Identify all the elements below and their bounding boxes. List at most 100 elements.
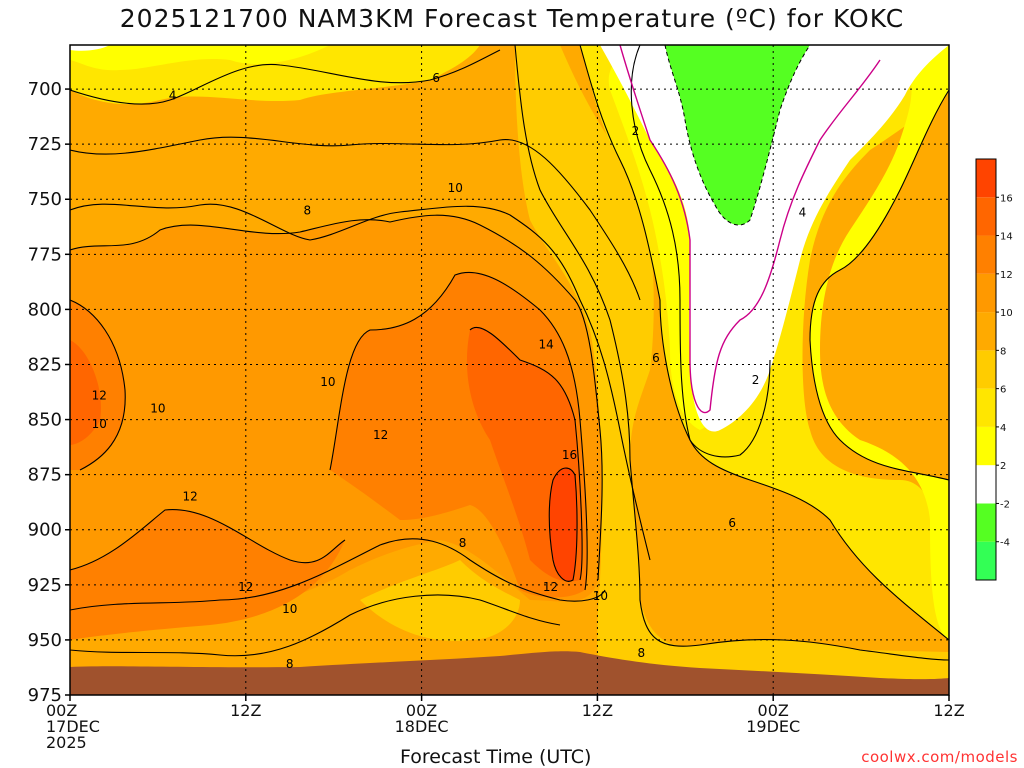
colorbar-swatch	[976, 541, 996, 580]
x-tick-label: 00Z	[758, 701, 789, 720]
contour-line	[579, 45, 949, 641]
colorbar-swatch	[976, 503, 996, 542]
colorbar-swatch	[976, 465, 996, 504]
y-tick-label: 950	[28, 630, 62, 651]
y-tick-label: 750	[28, 189, 62, 210]
y-tick-label: 800	[28, 299, 62, 320]
x-tick-label: 12Z	[230, 701, 261, 720]
colorbar-label: 14	[1000, 232, 1013, 243]
contour-label: 16	[562, 448, 577, 462]
fill-12-14	[70, 272, 588, 640]
colorbar-swatch	[976, 388, 996, 427]
contour-label: 6	[432, 71, 440, 85]
contour-label: 12	[543, 580, 558, 594]
contour-label: 14	[538, 338, 553, 352]
contour-line	[469, 326, 583, 581]
contour-label: 6	[652, 351, 660, 365]
y-tick-label: 875	[28, 465, 62, 486]
contour-line	[70, 509, 346, 571]
colorbar-label: -4	[1000, 538, 1010, 549]
x-tick-label: 12Z	[933, 701, 964, 720]
colorbar-label: 8	[1000, 346, 1006, 357]
contour-label: 12	[238, 580, 253, 594]
contour-line	[70, 49, 501, 105]
colorbar-swatch	[976, 350, 996, 389]
contour-zero-line	[619, 45, 881, 414]
contour-line	[809, 89, 949, 481]
y-tick-label: 825	[28, 354, 62, 375]
colorbar-label: 12	[1000, 270, 1013, 281]
contour-label: 4	[799, 205, 807, 219]
credit-link[interactable]: coolwx.com/models	[861, 748, 1018, 766]
contour-line	[630, 45, 771, 458]
x-tick-label: 18DEC	[395, 717, 449, 736]
contour-label: 4	[169, 89, 177, 103]
contour-line	[548, 467, 578, 582]
contour-line	[699, 638, 949, 661]
x-tick-label: 00Z	[46, 701, 77, 720]
plot-frame	[69, 44, 950, 696]
contour-line	[70, 214, 603, 581]
contour-line	[514, 45, 701, 647]
contour-label: 10	[448, 181, 463, 195]
contour-line	[70, 299, 126, 471]
x-tick-label: 2025	[46, 733, 87, 752]
contour-label: 10	[282, 602, 297, 616]
x-tick-label: 17DEC	[46, 717, 100, 736]
contour-label: 12	[373, 428, 388, 442]
y-tick-label: 775	[28, 244, 62, 265]
contour-label: 2	[752, 373, 760, 387]
colorbar-label: 6	[1000, 385, 1006, 396]
x-tick-label: 19DEC	[746, 717, 800, 736]
fill-neg4-neg2	[665, 45, 810, 225]
y-tick-label: 700	[28, 79, 62, 100]
y-tick-label: 975	[28, 685, 62, 706]
contour-line	[70, 594, 561, 657]
colorbar-label: 2	[1000, 461, 1006, 472]
colorbar-swatch	[976, 159, 996, 198]
fill-6-8	[360, 45, 949, 695]
fill-14-16	[70, 327, 583, 582]
y-tick-label: 900	[28, 520, 62, 541]
contour-label: 8	[286, 657, 294, 671]
contour-line	[70, 203, 651, 561]
contour-label: 10	[150, 402, 165, 416]
contour-label: 12	[92, 388, 107, 402]
contour-label: 10	[92, 417, 107, 431]
contour-label: 10	[593, 589, 608, 603]
contour-label: 12	[182, 490, 197, 504]
y-axis: 700 725 750 775 800 825 850 875 900 925 950 975	[28, 79, 70, 706]
colorbar-label: 10	[1000, 308, 1013, 319]
colorbar-frame	[975, 158, 997, 581]
colorbar-swatch	[976, 197, 996, 236]
chart-title: 2025121700 NAM3KM Forecast Temperature (…	[119, 4, 905, 33]
x-axis-label: Forecast Time (UTC)	[400, 746, 592, 768]
terrain	[70, 651, 949, 695]
contour-label: 8	[459, 536, 467, 550]
contour-label: 2	[632, 124, 640, 138]
y-tick-label: 925	[28, 575, 62, 596]
contour-neg2-line	[664, 45, 811, 226]
colorbar-swatch	[976, 273, 996, 313]
fill-16-18	[549, 468, 578, 582]
contour-labels: 4 6 2 10 8 4 14 6 2 10 12 10 10 12 16 12 6 8 12 12 10 10 8 8	[92, 71, 807, 671]
y-tick-label: 725	[28, 134, 62, 155]
contour-label: 8	[304, 203, 312, 217]
colorbar-swatch	[976, 426, 996, 466]
colorbar-swatch	[976, 312, 996, 351]
contour-line	[70, 538, 606, 611]
colorbar: -4 -2 2 4 6 8 10 12 14 16	[975, 158, 1013, 581]
y-tick-label: 850	[28, 410, 62, 431]
colorbar-label: -2	[1000, 499, 1010, 510]
x-tick-label: 12Z	[582, 701, 613, 720]
contour-label: 10	[320, 375, 335, 389]
contour-label: 6	[728, 516, 736, 530]
colorbar-label: 4	[1000, 423, 1006, 434]
contour-label: 8	[638, 646, 646, 660]
colorbar-label: 16	[1000, 193, 1013, 204]
x-tick-label: 00Z	[406, 701, 437, 720]
contour-line	[329, 271, 588, 591]
colorbar-swatch	[976, 235, 996, 274]
